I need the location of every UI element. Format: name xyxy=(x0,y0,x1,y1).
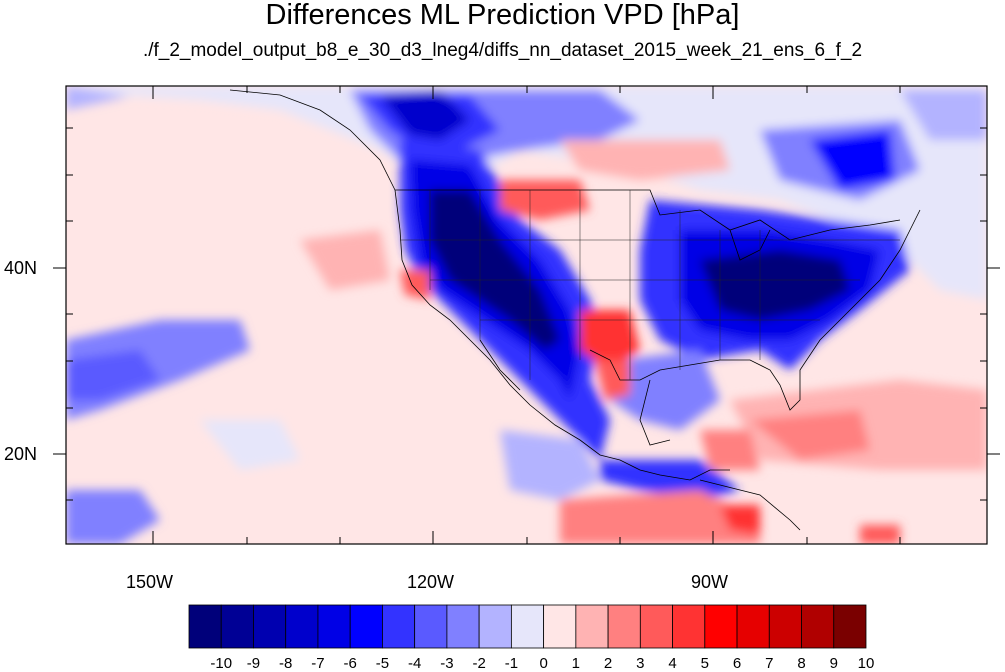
colorbar-swatch xyxy=(833,604,867,649)
colorbar-label: -3 xyxy=(440,655,454,672)
red-region-caribbean xyxy=(750,410,870,460)
blue-region-north-light xyxy=(66,86,987,300)
colorbar-swatch xyxy=(672,604,706,649)
colorbar-label: -2 xyxy=(472,655,486,672)
colorbar-swatch xyxy=(253,604,287,649)
colorbar-label: 4 xyxy=(668,655,677,672)
colorbar-swatch xyxy=(801,604,835,649)
colorbar-label: -4 xyxy=(407,655,422,672)
colorbar xyxy=(188,604,867,649)
y-label-40n: 40N xyxy=(4,258,38,278)
colorbar-label: 9 xyxy=(829,655,838,672)
y-label-20n: 20N xyxy=(4,444,38,464)
map-title: Differences ML Prediction VPD [hPa] xyxy=(265,0,740,31)
coastlines xyxy=(229,89,921,531)
colorbar-label: -8 xyxy=(279,655,293,672)
colorbar-swatch xyxy=(768,604,802,649)
colorbar-swatch xyxy=(220,604,254,649)
colorbar-swatch xyxy=(510,604,545,649)
colorbar-swatch xyxy=(349,604,383,649)
colorbar-swatch xyxy=(704,604,738,649)
colorbar-label: -7 xyxy=(311,655,325,672)
colorbar-label: 8 xyxy=(797,655,806,672)
colorbar-label: 0 xyxy=(539,655,548,672)
colorbar-label: -9 xyxy=(246,655,261,672)
colorbar-swatch xyxy=(607,604,641,649)
x-label-90w: 90W xyxy=(691,572,729,592)
map-subtitle: ./f_2_model_output_b8_e_30_d3_lneg4/diff… xyxy=(142,40,863,61)
colorbar-label: 2 xyxy=(603,655,613,672)
axis-ticks xyxy=(53,86,1000,544)
colorbar-label: 1 xyxy=(571,655,581,672)
colorbar-label: 10 xyxy=(857,655,875,672)
colorbar-swatch xyxy=(317,604,351,649)
colorbar-label: -1 xyxy=(504,655,519,672)
colorbar-label: 5 xyxy=(700,655,709,672)
colorbar-swatch xyxy=(575,604,609,649)
colorbar-swatch xyxy=(382,604,416,649)
colorbar-label: 6 xyxy=(732,655,742,672)
colorbar-label: -5 xyxy=(375,655,390,672)
colorbar-label: 7 xyxy=(765,655,774,672)
colorbar-swatch xyxy=(188,604,222,649)
difference-field xyxy=(66,86,987,544)
colorbar-swatch xyxy=(639,604,673,649)
colorbar-label: -6 xyxy=(343,655,357,672)
x-label-120w: 120W xyxy=(407,572,455,592)
colorbar-label: -10 xyxy=(210,655,233,672)
colorbar-swatch xyxy=(446,604,480,649)
colorbar-swatch xyxy=(736,604,770,649)
x-label-150w: 150W xyxy=(126,572,174,592)
state-borders xyxy=(400,190,900,380)
colorbar-swatch xyxy=(543,604,577,649)
colorbar-swatch xyxy=(414,604,448,649)
colorbar-label: 3 xyxy=(636,655,645,672)
colorbar-swatch xyxy=(478,604,512,649)
colorbar-swatch xyxy=(285,604,319,649)
